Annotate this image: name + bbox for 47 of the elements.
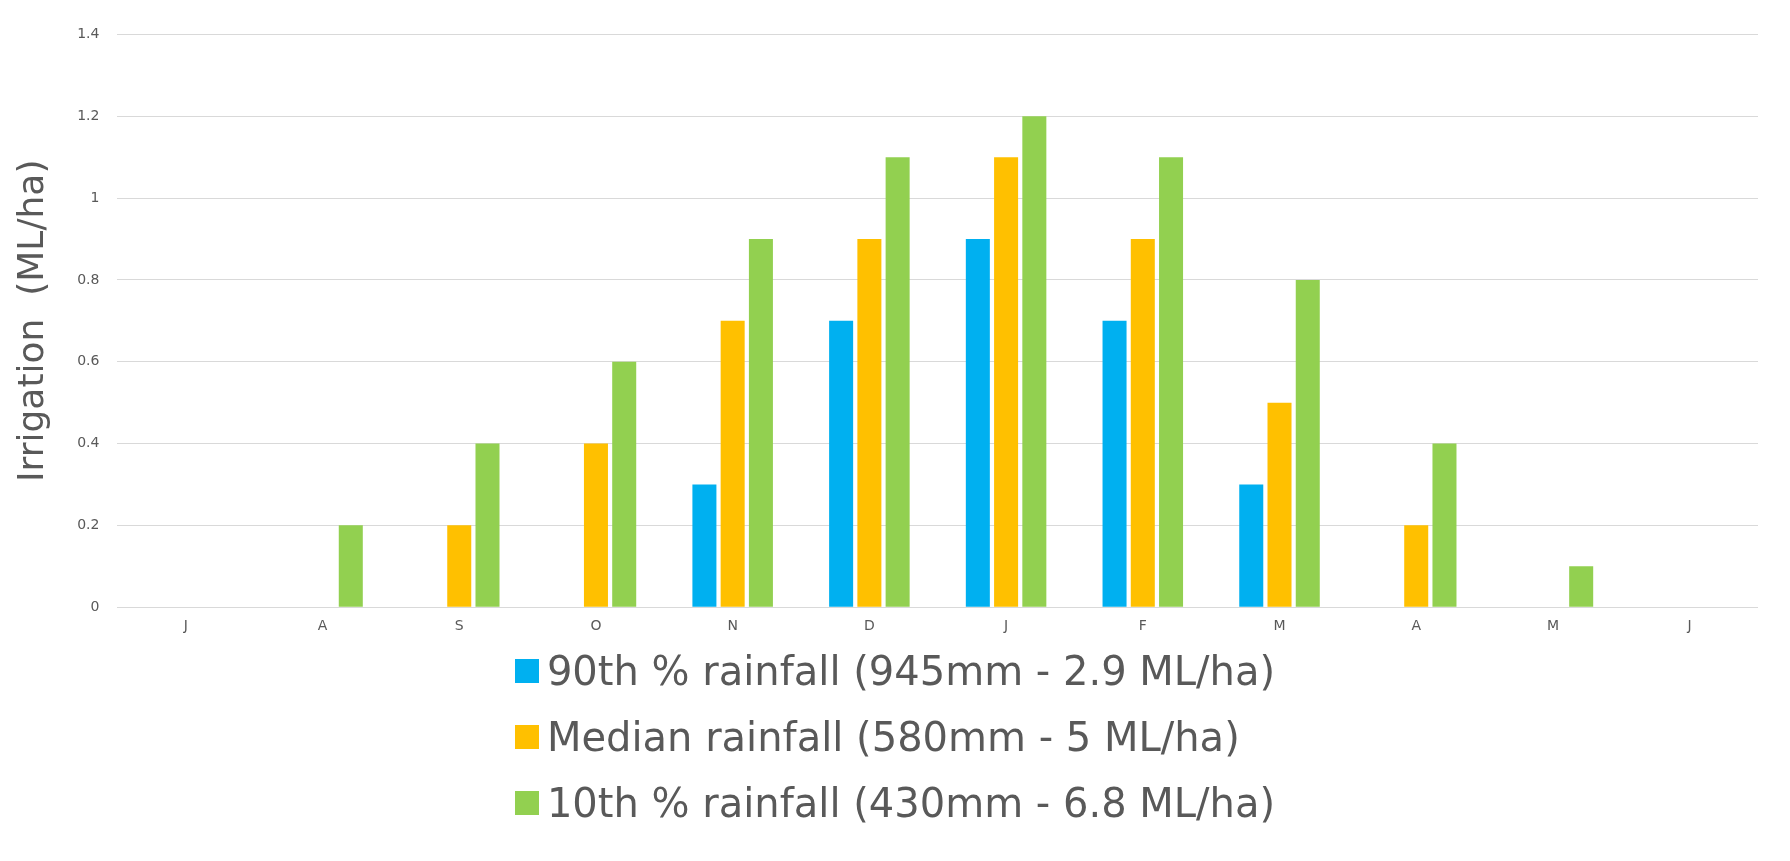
x-tick-label: M: [1273, 617, 1286, 634]
x-tick-label: J: [1686, 617, 1692, 634]
y-tick-label: 1.4: [77, 25, 100, 42]
y-tick-label: 1: [90, 188, 100, 205]
bar: [829, 320, 854, 607]
x-tick-label: A: [1411, 617, 1422, 634]
bar: [994, 157, 1019, 607]
bar: [965, 238, 990, 607]
bar: [1022, 116, 1047, 607]
legend-label: Median rainfall (580mm - 5 ML/ha): [546, 713, 1240, 762]
y-tick-label: 1.2: [77, 106, 100, 123]
x-tick-label: D: [863, 617, 875, 634]
x-tick-label: A: [317, 617, 328, 634]
y-tick-label: 0.2: [77, 516, 100, 533]
bar: [583, 443, 608, 607]
x-tick-label: O: [590, 617, 602, 634]
bar: [447, 525, 472, 607]
bar: [612, 361, 637, 607]
bar: [1569, 566, 1594, 607]
x-tick-label: S: [454, 617, 464, 634]
y-axis-title: Irrigation (ML/ha): [9, 159, 51, 483]
x-tick-label: M: [1546, 617, 1559, 634]
bar: [1295, 279, 1320, 607]
bar: [1130, 238, 1155, 607]
bar: [338, 525, 363, 607]
bar: [475, 443, 500, 607]
legend-label: 90th % rainfall (945mm - 2.9 ML/ha): [546, 647, 1276, 696]
x-tick-label: J: [1003, 617, 1009, 634]
bar: [1432, 443, 1457, 607]
bar: [748, 238, 773, 607]
bar: [1159, 157, 1184, 607]
bar: [857, 238, 882, 607]
x-tick-label: J: [182, 617, 188, 634]
bar: [692, 484, 717, 607]
bar: [1267, 402, 1292, 607]
bar: [1102, 320, 1127, 607]
x-tick-label: F: [1138, 617, 1147, 634]
legend-label: 10th % rainfall (430mm - 6.8 ML/ha): [546, 779, 1276, 828]
bar: [1404, 525, 1429, 607]
bar: [1239, 484, 1264, 607]
y-tick-label: 0: [90, 597, 100, 614]
y-tick-label: 0.4: [77, 434, 100, 451]
bar: [885, 157, 910, 607]
y-tick-label: 0.8: [77, 270, 100, 287]
y-tick-label: 0.6: [77, 352, 100, 369]
bar: [720, 320, 745, 607]
x-tick-label: N: [727, 617, 738, 634]
